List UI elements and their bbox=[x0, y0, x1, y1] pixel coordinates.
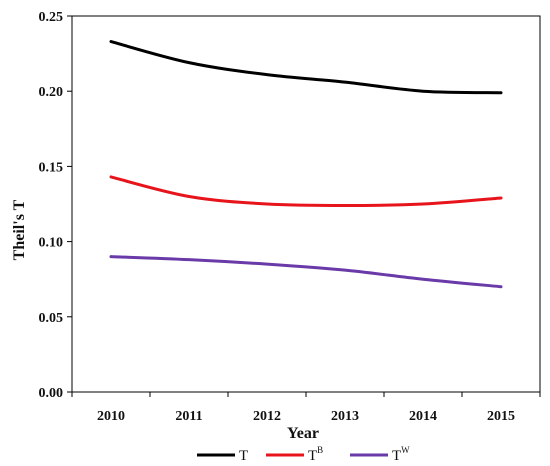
y-tick-label: 0.25 bbox=[39, 10, 64, 25]
x-tick-label: 2015 bbox=[487, 409, 515, 424]
y-tick-label: 0.15 bbox=[39, 160, 64, 175]
x-tick-label: 2013 bbox=[331, 409, 359, 424]
y-tick-label: 0.10 bbox=[39, 236, 64, 251]
x-tick-label: 2012 bbox=[253, 409, 281, 424]
series-line-tw bbox=[109, 255, 503, 289]
x-axis: 2010 2011 2012 2013 2014 2015 bbox=[71, 392, 541, 424]
x-tick-label: 2011 bbox=[175, 409, 202, 424]
y-tick-label: 0.00 bbox=[39, 386, 64, 401]
x-tick-label: 2010 bbox=[97, 409, 125, 424]
legend-label-t: T bbox=[239, 448, 248, 464]
legend-superscript: W bbox=[401, 445, 410, 455]
y-tick-label: 0.20 bbox=[39, 85, 64, 100]
x-tick-label: 2014 bbox=[409, 409, 437, 424]
legend-label-tw: TW bbox=[392, 445, 410, 464]
legend-label-tb: TB bbox=[308, 445, 323, 464]
series-line-tb bbox=[109, 175, 503, 208]
legend-superscript: B bbox=[317, 445, 323, 455]
y-axis-title: Theil's T bbox=[11, 199, 28, 260]
x-axis-title: Year bbox=[287, 425, 319, 442]
y-axis: 0.00 0.05 0.10 0.15 0.20 0.25 bbox=[39, 10, 72, 401]
series-line-t bbox=[109, 40, 503, 95]
y-tick-label: 0.05 bbox=[39, 311, 64, 326]
series-layer bbox=[109, 40, 503, 289]
legend: T TB TW bbox=[197, 445, 410, 464]
